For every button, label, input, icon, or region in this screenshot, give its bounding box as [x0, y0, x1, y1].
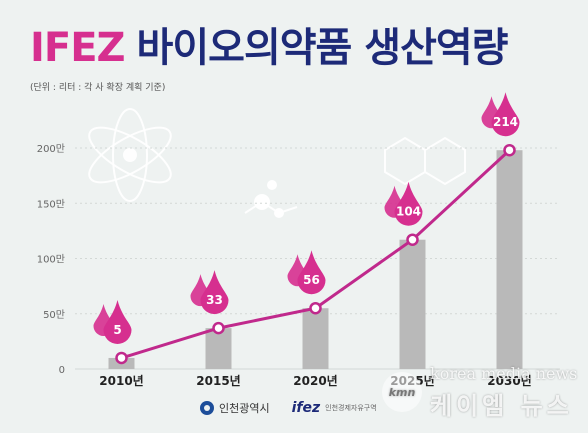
- data-label-drops: 5 33 56 104 214: [93, 92, 520, 344]
- line-point: [406, 233, 419, 246]
- bar: [205, 328, 232, 369]
- unit-note: (단위 : 리터 : 각 사 확장 계획 기준): [30, 83, 166, 93]
- line-point: [309, 301, 322, 315]
- bar: [302, 308, 329, 369]
- hexagon-molecule: [384, 136, 466, 186]
- atom-orbit-2: [88, 126, 172, 184]
- data-label: 104: [396, 205, 421, 219]
- line-series: [115, 143, 516, 365]
- label-drop: [103, 299, 132, 344]
- x-tick-label: 2010년: [99, 374, 143, 388]
- x-tick-label: 2030년: [487, 374, 531, 388]
- incheon-logo: 인천광역시: [200, 400, 270, 416]
- molecule-node-2: [274, 208, 284, 218]
- data-label: 214: [493, 115, 518, 129]
- atom-orbit-1: [88, 126, 172, 184]
- title-accent: IFEZ: [30, 25, 126, 71]
- x-axis-ticks: 2010년2015년2020년2025년2030년: [99, 374, 531, 388]
- molecule-node-3: [267, 180, 277, 190]
- ifez-logo: ifez 인천경제자유구역: [292, 400, 377, 416]
- line-point: [503, 143, 516, 157]
- incheon-emblem-icon: [200, 401, 214, 415]
- atom-nucleus: [123, 148, 137, 162]
- x-tick-label: 2015년: [196, 374, 240, 388]
- ifez-logo-mark: ifez: [291, 400, 321, 416]
- page-title: IFEZ 바이오의약품 생산역량: [30, 24, 509, 72]
- atom-orbit-3: [112, 108, 148, 202]
- bar: [399, 239, 426, 369]
- label-drop: [491, 92, 520, 137]
- y-tick-label: 200만: [37, 143, 65, 155]
- data-label: 56: [303, 273, 320, 287]
- molecule-bonds: [244, 200, 298, 215]
- ifez-logo-sub: 인천경제자유구역: [325, 404, 377, 412]
- label-drop: [200, 270, 229, 315]
- y-tick-label: 50만: [43, 309, 65, 321]
- y-tick-label: 0: [59, 365, 65, 376]
- y-axis-ticks: 0 50만 100만 150만 200만: [37, 143, 65, 376]
- line-point: [212, 321, 225, 335]
- data-label: 33: [206, 293, 223, 307]
- data-label: 5: [113, 323, 121, 337]
- watermark-en: korea media news: [430, 364, 578, 383]
- y-tick-label: 150만: [37, 198, 65, 210]
- title-main: 바이오의약품 생산역량: [136, 25, 509, 71]
- background-decoration: [88, 108, 466, 218]
- y-tick-label: 100만: [37, 254, 65, 266]
- label-drop: [297, 250, 326, 295]
- label-drop: [394, 181, 423, 226]
- incheon-logo-text: 인천광역시: [219, 402, 270, 415]
- bar: [496, 150, 523, 369]
- line-point: [115, 351, 128, 365]
- footer-logos: 인천광역시 ifez 인천경제자유구역: [200, 400, 377, 416]
- watermark-circle: kmn: [382, 372, 422, 412]
- x-tick-label: 2020년: [293, 374, 337, 388]
- bar-series: [108, 150, 523, 369]
- watermark-kr: 케이엠 뉴스: [430, 392, 573, 420]
- molecule-node-1: [254, 194, 270, 210]
